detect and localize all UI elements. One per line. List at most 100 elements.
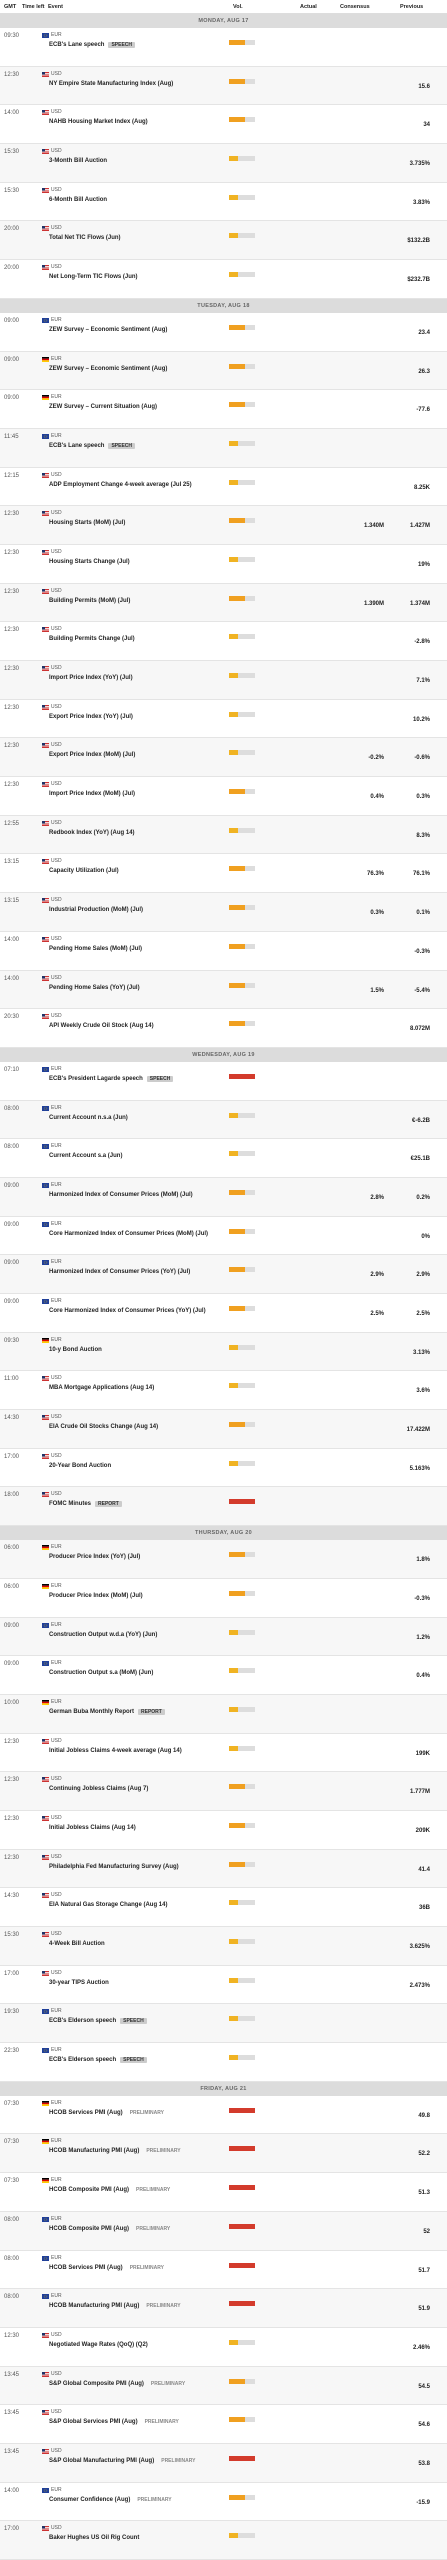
- event-row[interactable]: 12:30 USD Export Price Index (MoM) (Jul) -0…: [0, 738, 447, 778]
- event-row[interactable]: 17:00 USD Baker Hughes US Oil Rig Count: [0, 2521, 447, 2560]
- flag: [42, 1337, 49, 1343]
- event-row[interactable]: 09:00 EUR Core Harmonized Index of Consume…: [0, 1294, 447, 1333]
- event-row[interactable]: 13:45 USD S&P Global Manufacturing PMI (Au…: [0, 2443, 447, 2483]
- event-row[interactable]: 09:00 EUR Harmonized Index of Consumer Pri…: [0, 1255, 447, 1294]
- event-row[interactable]: 12:55 USD Redbook Index (YoY) (Aug 14) 8.3%: [0, 815, 447, 855]
- event-row[interactable]: 08:00 EUR HCOB Composite PMI (Aug) PRELIMIN…: [0, 2211, 447, 2251]
- volatility-bar: [229, 402, 255, 408]
- event-row[interactable]: 12:30 USD NY Empire State Manufacturing In…: [0, 66, 447, 106]
- previous: 3.735%: [409, 161, 430, 168]
- event-row[interactable]: 09:30 EUR ECB's Lane speech SPEECH: [0, 28, 447, 67]
- event-row[interactable]: 13:15 USD Capacity Utilization (Jul) 76.3% 7…: [0, 854, 447, 894]
- event-row[interactable]: 17:00 USD 20-Year Bond Auction 5.163%: [0, 1449, 447, 1488]
- event-row[interactable]: 13:45 USD S&P Global Services PMI (Aug) PRE…: [0, 2405, 447, 2444]
- event-row[interactable]: 07:30 EUR HCOB Manufacturing PMI (Aug) PREL…: [0, 2134, 447, 2174]
- volatility-bar: [229, 1745, 255, 1751]
- volatility-fill: [229, 1590, 245, 1596]
- event-row[interactable]: 06:00 EUR Producer Price Index (MoM) (Jul)…: [0, 1579, 447, 1618]
- event-row[interactable]: 07:10 EUR ECB's President Lagarde speech SP…: [0, 1062, 447, 1101]
- flag: [42, 187, 49, 193]
- event-row[interactable]: 12:30 USD Initial Jobless Claims (Aug 14) 2…: [0, 1811, 447, 1850]
- event-row[interactable]: 06:00 EUR Producer Price Index (YoY) (Jul)…: [0, 1540, 447, 1579]
- event-row[interactable]: 12:30 USD Housing Starts (MoM) (Jul) 1.340M…: [0, 506, 447, 545]
- flag: [42, 936, 49, 942]
- event-tag: PRELIMINARY: [146, 2303, 181, 2310]
- event-row[interactable]: 09:00 EUR ZEW Survey – Economic Sentiment …: [0, 313, 447, 352]
- event-row[interactable]: 20:00 USD Net Long-Term TIC Flows (Jun) $23…: [0, 260, 447, 299]
- event-name: Building Permits Change (Jul): [49, 636, 135, 642]
- event-row[interactable]: 12:30 USD Philadelphia Fed Manufacturing S…: [0, 1849, 447, 1889]
- event-row[interactable]: 09:00 EUR ZEW Survey – Economic Sentiment …: [0, 351, 447, 391]
- volatility-bar: [229, 634, 255, 640]
- event-row[interactable]: 19:30 EUR ECB's Elderson speech SPEECH: [0, 2004, 447, 2044]
- event-row[interactable]: 14:00 USD Pending Home Sales (YoY) (Jul) 1.…: [0, 970, 447, 1010]
- event-name: Harmonized Index of Consumer Prices (YoY…: [49, 1269, 190, 1275]
- currency: USD: [51, 1892, 62, 1899]
- event-row[interactable]: 12:30 USD Import Price Index (MoM) (Jul) 0.…: [0, 777, 447, 816]
- consensus: 0.3%: [370, 910, 384, 917]
- event-row[interactable]: 08:00 EUR Current Account n.s.a (Jun) €-6.2…: [0, 1100, 447, 1140]
- event-row[interactable]: 20:30 USD API Weekly Crude Oil Stock (Aug …: [0, 1009, 447, 1048]
- event-row[interactable]: 08:00 EUR HCOB Services PMI (Aug) PRELIMINA…: [0, 2251, 447, 2290]
- flag: [42, 588, 49, 594]
- event-time: 15:30: [4, 1932, 20, 1938]
- event-title: Producer Price Index (YoY) (Jul): [49, 1554, 141, 1561]
- event-name: ZEW Survey – Economic Sentiment (Aug): [49, 366, 167, 372]
- event-row[interactable]: 12:30 USD Building Permits (MoM) (Jul) 1.39…: [0, 583, 447, 623]
- event-name: Net Long-Term TIC Flows (Jun): [49, 274, 138, 280]
- event-row[interactable]: 12:30 USD Building Permits Change (Jul) -2.…: [0, 622, 447, 661]
- flag: [42, 704, 49, 710]
- event-row[interactable]: 14:30 USD EIA Crude Oil Stocks Change (Aug…: [0, 1410, 447, 1449]
- flag: [42, 743, 49, 749]
- event-row[interactable]: 18:00 USD FOMC Minutes REPORT: [0, 1487, 447, 1527]
- event-row[interactable]: 12:30 USD Negotiated Wage Rates (QoQ) (Q2)…: [0, 2328, 447, 2367]
- volatility-fill: [229, 595, 245, 601]
- volatility-bar: [229, 1383, 255, 1389]
- event-row[interactable]: 15:30 USD 4-Week Bill Auction 3.625%: [0, 1927, 447, 1966]
- previous: 15.6: [418, 83, 430, 90]
- flag: [42, 1699, 49, 1705]
- event-row[interactable]: 13:45 USD S&P Global Composite PMI (Aug) PR…: [0, 2366, 447, 2406]
- event-row[interactable]: 08:00 EUR Current Account s.a (Jun) €25.1B: [0, 1139, 447, 1178]
- event-time: 09:00: [4, 1260, 20, 1267]
- event-row[interactable]: 14:00 EUR Consumer Confidence (Aug) PRELIMI…: [0, 2483, 447, 2522]
- event-row[interactable]: 14:00 USD Pending Home Sales (MoM) (Jul) -0…: [0, 932, 447, 971]
- previous: 51.7: [418, 2267, 430, 2274]
- event-row[interactable]: 22:30 EUR ECB's Elderson speech SPEECH: [0, 2043, 447, 2082]
- currency: EUR: [51, 1544, 62, 1551]
- event-row[interactable]: 08:00 EUR HCOB Manufacturing PMI (Aug) PREL…: [0, 2289, 447, 2328]
- event-name: Current Account n.s.a (Jun): [49, 1115, 128, 1121]
- event-row[interactable]: 13:15 USD Industrial Production (MoM) (Jul…: [0, 893, 447, 932]
- volatility-bar: [229, 673, 255, 678]
- volatility-fill: [229, 78, 245, 84]
- event-row[interactable]: 20:00 USD Total Net TIC Flows (Jun) $132.2B: [0, 221, 447, 261]
- event-row[interactable]: 09:00 EUR Core Harmonized Index of Consume…: [0, 1217, 447, 1256]
- event-row[interactable]: 12:30 USD Export Price Index (YoY) (Jul) 10…: [0, 700, 447, 739]
- event-row[interactable]: 12:30 USD Continuing Jobless Claims (Aug 7…: [0, 1772, 447, 1811]
- event-row[interactable]: 14:00 USD NAHB Housing Market Index (Aug) 3…: [0, 105, 447, 145]
- event-row[interactable]: 07:30 EUR HCOB Composite PMI (Aug) PRELIMIN…: [0, 2173, 447, 2212]
- event-row[interactable]: 12:30 USD Import Price Index (YoY) (Jul) 7.…: [0, 661, 447, 700]
- event-row[interactable]: 07:30 EUR HCOB Services PMI (Aug) PRELIMINA…: [0, 2096, 447, 2135]
- event-row[interactable]: 09:00 EUR Construction Output w.d.a (YoY) …: [0, 1617, 447, 1657]
- event-row[interactable]: 12:30 USD Housing Starts Change (Jul) 19%: [0, 545, 447, 584]
- volatility-fill: [229, 943, 245, 949]
- previous: 2.46%: [412, 2344, 430, 2351]
- event-row[interactable]: 12:15 USD ADP Employment Change 4-week ave…: [0, 468, 447, 507]
- event-row[interactable]: 09:00 EUR Construction Output s.a (MoM) (J…: [0, 1656, 447, 1695]
- event-row[interactable]: 10:00 EUR German Buba Monthly Report REPORT: [0, 1694, 447, 1734]
- event-row[interactable]: 17:00 USD 30-year TIPS Auction 2.473%: [0, 1966, 447, 2005]
- event-row[interactable]: 12:30 USD Initial Jobless Claims 4-week av…: [0, 1734, 447, 1773]
- event-time: 10:00: [4, 1699, 20, 1706]
- event-row[interactable]: 14:30 USD EIA Natural Gas Storage Change (…: [0, 1888, 447, 1927]
- volatility-bar: [229, 1706, 255, 1712]
- event-row[interactable]: 11:00 USD MBA Mortgage Applications (Aug 1…: [0, 1371, 447, 1411]
- event-row[interactable]: 15:30 USD 6-Month Bill Auction 3.83%: [0, 183, 447, 222]
- event-row[interactable]: 15:30 USD 3-Month Bill Auction 3.735%: [0, 144, 447, 183]
- event-row[interactable]: 09:00 EUR Harmonized Index of Consumer Pri…: [0, 1177, 447, 1217]
- event-row[interactable]: 11:45 EUR ECB's Lane speech SPEECH: [0, 428, 447, 468]
- event-title: HCOB Composite PMI (Aug): [49, 2187, 129, 2194]
- event-row[interactable]: 09:30 EUR 10-y Bond Auction 3.13%: [0, 1332, 447, 1372]
- currency: USD: [51, 742, 62, 749]
- event-row[interactable]: 09:00 EUR ZEW Survey – Current Situation (…: [0, 390, 447, 429]
